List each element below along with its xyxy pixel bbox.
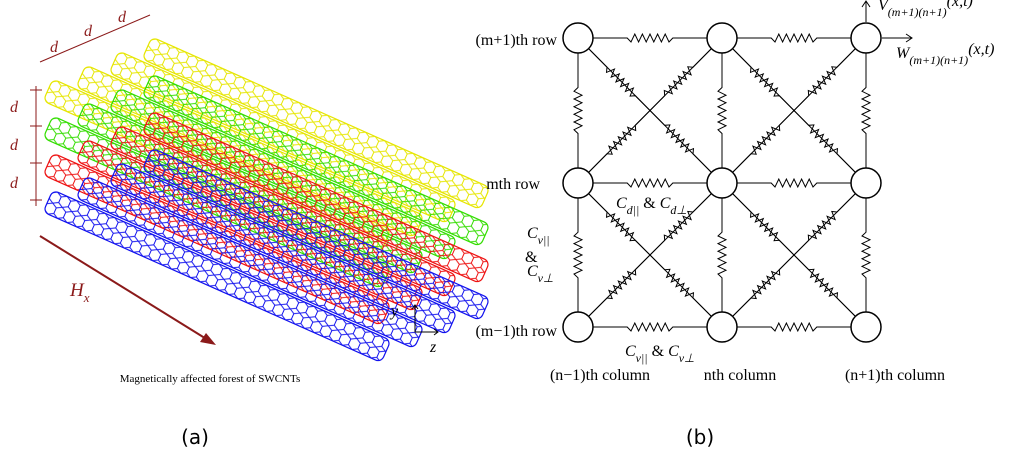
mass-node <box>563 312 593 342</box>
spring-label: Cv||&Cv⊥ <box>625 343 695 365</box>
column-label: (n−1)th column <box>550 367 650 384</box>
row-label: mth row <box>486 176 540 193</box>
mass-node <box>851 23 881 53</box>
field-label: Hx <box>69 280 90 305</box>
spacing-label: d <box>118 9 127 26</box>
mass-node <box>851 168 881 198</box>
spring-label: Cv⊥ <box>527 263 553 285</box>
spring <box>593 323 707 331</box>
mass-node <box>707 168 737 198</box>
spacing-label: d <box>10 137 19 154</box>
spring <box>737 179 851 187</box>
spring <box>593 179 707 187</box>
spacing-label: d <box>10 175 19 192</box>
caption: Magnetically affected forest of SWCNTs <box>120 373 300 385</box>
panel-tag: (b) <box>686 425 714 449</box>
spring <box>718 198 726 312</box>
mass-node <box>707 312 737 342</box>
displacement-label: V(m+1)(n+1)(x,t) <box>878 0 973 19</box>
spring <box>862 198 870 312</box>
column-label: (n+1)th column <box>845 367 945 384</box>
axis-label: z <box>429 339 437 356</box>
spring <box>593 34 707 42</box>
mass-node <box>563 23 593 53</box>
mass-node <box>563 168 593 198</box>
spring <box>718 53 726 168</box>
page: {"panel_a": {"spacing_top": ["d", "d", "… <box>0 0 1020 452</box>
spring <box>574 198 582 312</box>
spring <box>574 53 582 168</box>
panel-tag: (a) <box>181 425 209 449</box>
spring-label: Cd||&Cd⊥ <box>616 195 687 217</box>
nanotube-forest <box>43 37 490 362</box>
row-label: (m−1)th row <box>476 323 558 340</box>
spring-label: Cv|| <box>527 225 550 247</box>
figure: d d d d d d Hx y z Magnetically affected… <box>0 0 1020 452</box>
displacement-label: W(m+1)(n+1)(x,t) <box>896 41 994 67</box>
column-label: nth column <box>704 367 776 384</box>
mass-node <box>707 23 737 53</box>
field-arrow-head <box>200 333 216 345</box>
spring <box>737 323 851 331</box>
row-label: (m+1)th row <box>476 32 558 49</box>
mass-node <box>851 312 881 342</box>
spacing-label: d <box>50 39 59 56</box>
spacing-label: d <box>10 99 19 116</box>
spacing-label: d <box>84 23 93 40</box>
spring <box>737 34 851 42</box>
axis-label: y <box>389 303 399 320</box>
spring <box>862 53 870 168</box>
